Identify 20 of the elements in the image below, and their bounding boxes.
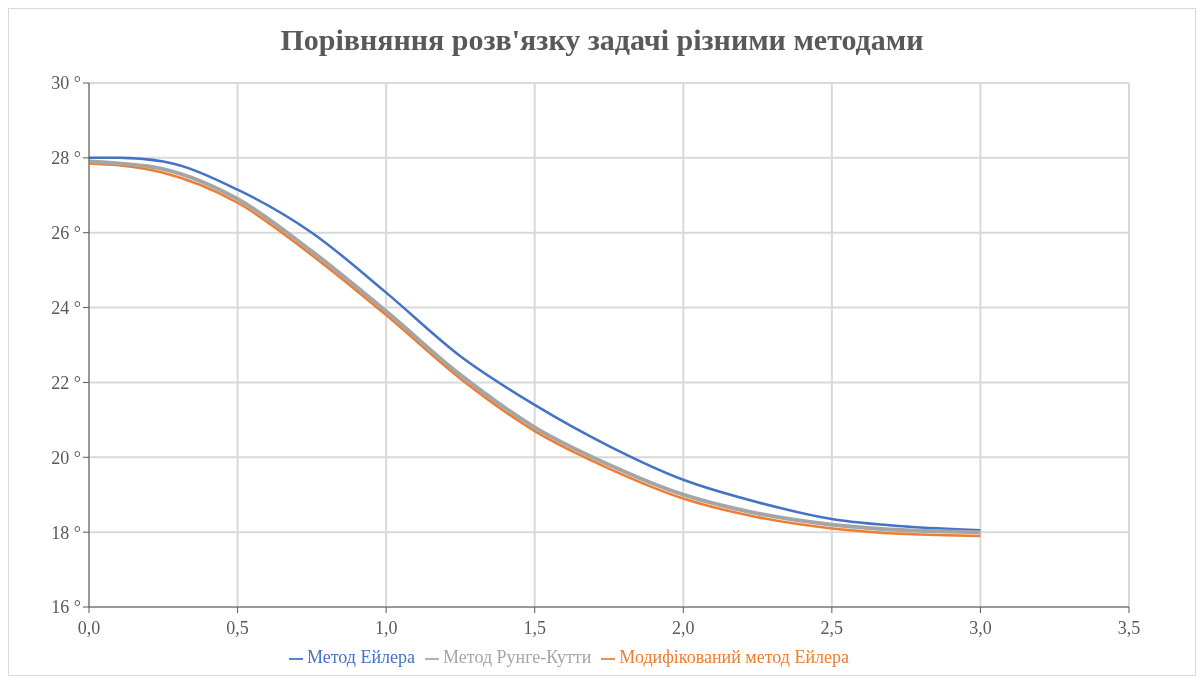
x-tick-label: 1,0 [374,617,398,638]
x-tick-label: 0,0 [77,617,101,638]
y-tick-label: 28 ° [51,148,81,169]
y-tick-label: 24 ° [51,297,81,318]
y-tick-label: 20 ° [51,447,81,468]
y-tick-label: 18 ° [51,522,81,543]
y-tick-label: 16 ° [51,597,81,618]
legend-label: Метод Ейлера [306,647,416,667]
x-tick-label: 1,5 [523,617,546,638]
legend-label: Модифікований метод Ейлера [619,647,850,667]
legend-label: Метод Рунге-Кутти [443,647,592,667]
y-tick-label: 30 ° [51,73,81,94]
x-tick-label: 3,5 [1117,617,1141,638]
x-tick-label: 2,5 [820,617,844,638]
y-tick-label: 26 ° [51,223,81,244]
x-tick-label: 3,0 [969,617,992,638]
y-tick-label: 22 ° [51,372,81,393]
chart-title: Порівняння розв'язку задачі різними методами [279,22,925,58]
x-tick-label: 2,0 [672,617,695,638]
x-tick-label: 0,5 [226,617,249,638]
